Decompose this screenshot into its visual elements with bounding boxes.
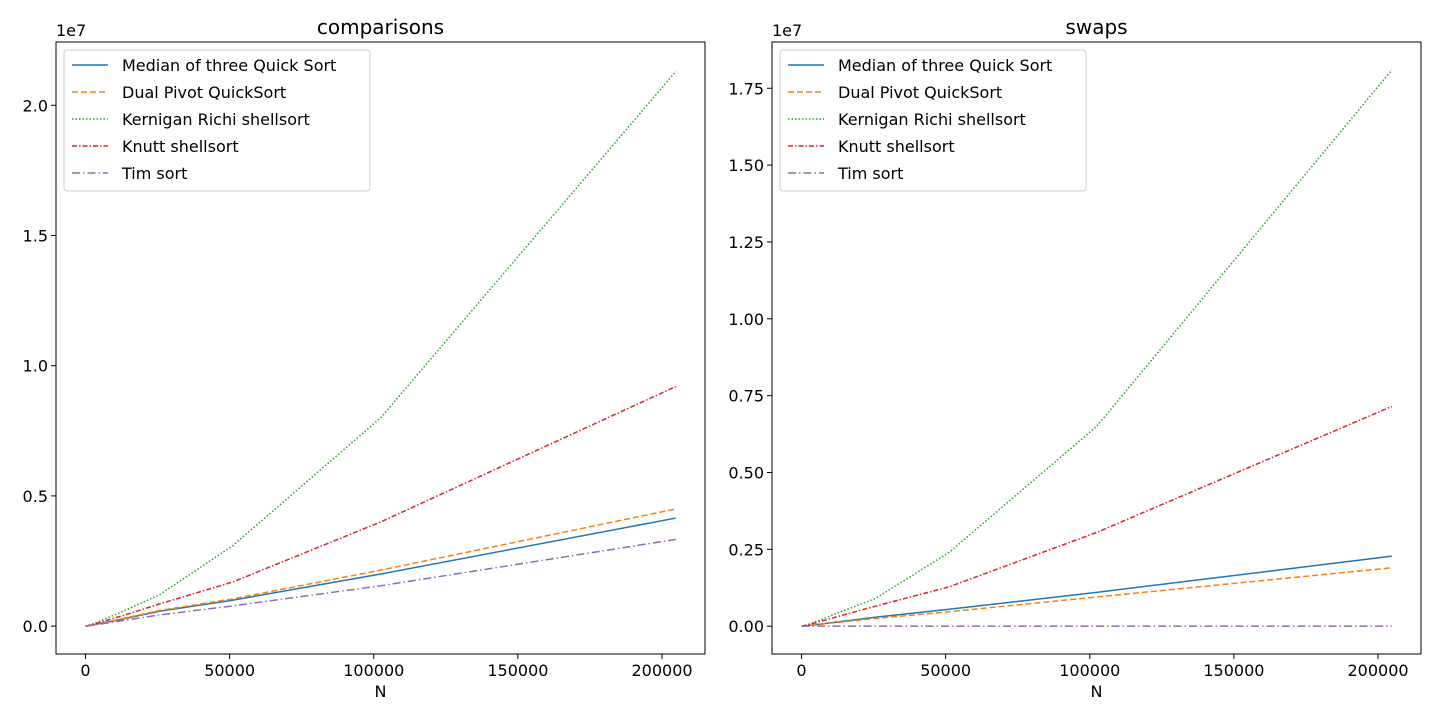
x-axis-label: N — [1091, 682, 1103, 701]
legend-item: Knutt shellsort — [788, 137, 955, 156]
legend-item: Dual Pivot QuickSort — [788, 83, 1002, 102]
legend-item: Knutt shellsort — [72, 137, 239, 156]
x-tick-label: 150000 — [1203, 661, 1264, 680]
y-tick-label: 1.00 — [728, 310, 764, 329]
legend-item: Dual Pivot QuickSort — [72, 83, 286, 102]
legend-label: Knutt shellsort — [838, 137, 955, 156]
y-tick-label: 1.75 — [728, 79, 764, 98]
y-tick-label: 1.50 — [728, 156, 764, 175]
y-tick-label: 0.25 — [728, 540, 764, 559]
y-tick-label: 0.0 — [23, 617, 48, 636]
legend-box — [63, 49, 371, 192]
legend: Median of three Quick Sort Dual Pivot Qui… — [63, 49, 371, 192]
chart-title: swaps — [1065, 15, 1127, 39]
legend-label: Kernigan Richi shellsort — [122, 110, 310, 129]
y-axis-offset-label: 1e7 — [772, 21, 802, 40]
x-tick-label: 50000 — [204, 661, 255, 680]
x-tick-label: 0 — [796, 661, 806, 680]
legend-item: Median of three Quick Sort — [788, 56, 1052, 75]
y-tick-label: 0.00 — [728, 617, 764, 636]
y-tick-label: 1.5 — [23, 226, 48, 245]
y-tick-label: 0.5 — [23, 487, 48, 506]
legend-label: Kernigan Richi shellsort — [838, 110, 1026, 129]
x-axis-label: N — [375, 682, 387, 701]
legend-item: Median of three Quick Sort — [72, 56, 336, 75]
legend-item: Tim sort — [788, 164, 903, 183]
legend-label: Median of three Quick Sort — [838, 56, 1052, 75]
x-tick-label: 100000 — [343, 661, 404, 680]
x-tick-label: 150000 — [487, 661, 548, 680]
legend-label: Dual Pivot QuickSort — [838, 83, 1002, 102]
x-tick-label: 200000 — [1347, 661, 1408, 680]
legend-box — [779, 49, 1087, 192]
chart-title: comparisons — [317, 15, 444, 39]
y-tick-label: 1.0 — [23, 357, 48, 376]
y-axis-offset-label: 1e7 — [56, 21, 86, 40]
legend-label: Dual Pivot QuickSort — [122, 83, 286, 102]
series-line — [85, 538, 676, 627]
x-tick-label: 100000 — [1059, 661, 1120, 680]
legend-label: Tim sort — [121, 164, 187, 183]
y-tick-label: 0.75 — [728, 387, 764, 406]
comparisons-chart: comparisons 1e7 0 50000 100000 150000 200000 0.… — [23, 15, 706, 701]
legend-item: Tim sort — [72, 164, 187, 183]
y-tick-label: 0.50 — [728, 463, 764, 482]
legend-item: Kernigan Richi shellsort — [72, 110, 310, 129]
legend-label: Knutt shellsort — [122, 137, 239, 156]
legend-item: Kernigan Richi shellsort — [788, 110, 1026, 129]
legend-label: Median of three Quick Sort — [122, 56, 336, 75]
y-tick-label: 1.25 — [728, 233, 764, 252]
legend: Median of three Quick Sort Dual Pivot Qui… — [779, 49, 1087, 192]
y-tick-label: 2.0 — [23, 96, 48, 115]
swaps-chart: swaps 1e7 0 50000 100000 150000 200000 0.00 0.25… — [728, 15, 1422, 701]
x-tick-label: 50000 — [920, 661, 971, 680]
x-tick-label: 200000 — [631, 661, 692, 680]
legend-label: Tim sort — [837, 164, 903, 183]
x-tick-label: 0 — [80, 661, 90, 680]
